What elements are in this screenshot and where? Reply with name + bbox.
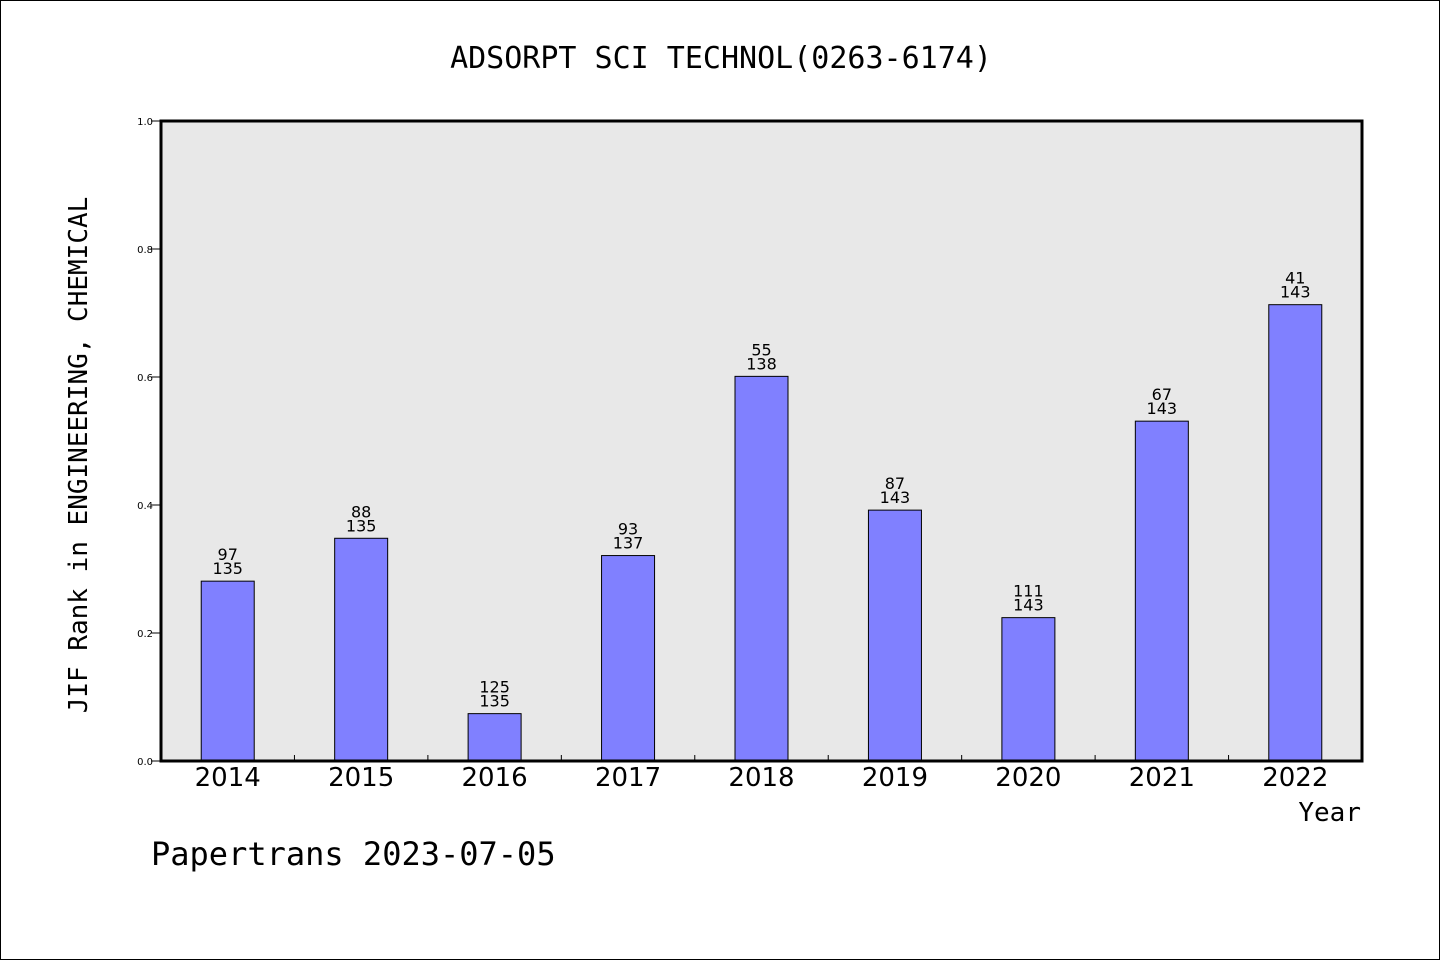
x-tick-label: 2018 [728,763,794,793]
x-tick-label: 2021 [1129,763,1195,793]
bar-total-label: 143 [1013,596,1044,615]
y-tick-label: 0.0 [137,757,153,768]
bar-rank-label: 111 [1013,582,1044,601]
bar-2021 [1134,420,1189,762]
bar-total-label: 138 [746,354,777,373]
bar-2016 [467,713,522,762]
bar-rank-label: 87 [885,474,905,493]
plot-border [159,119,1364,763]
bar-2017 [601,555,656,762]
y-axis-ticks: 0.0 0.2 0.4 0.6 0.8 1.0 [137,117,161,768]
bar-2022 [1268,304,1323,762]
bar-total-label: 135 [479,692,510,711]
chart-title: ADSORPT SCI TECHNOL(0263-6174) [450,41,992,76]
bar-rank-label: 55 [751,340,771,359]
x-tick-label: 2015 [328,763,394,793]
y-axis-label: JIF Rank in ENGINEERING, CHEMICAL [64,197,94,714]
bar-total-label: 143 [880,488,911,507]
bar-2014 [200,580,255,762]
x-tick-label: 2020 [995,763,1061,793]
bar-2020 [1001,617,1056,762]
x-axis-label: Year [1298,798,1361,828]
bar-rank-label: 97 [218,545,238,564]
y-tick-label: 0.8 [137,245,153,256]
bar-2019 [867,509,922,762]
x-tick-label: 2014 [195,763,261,793]
y-tick-label: 0.2 [137,629,153,640]
y-tick-label: 1.0 [137,117,153,128]
bar-2018 [734,375,789,762]
bar-total-label: 135 [212,559,243,578]
x-axis-ticks: 2014 2015 2016 2017 2018 2019 2020 2021 2022 [195,755,1328,793]
bar-rank-label: 67 [1152,385,1172,404]
bar-total-label: 135 [346,516,377,535]
bar-total-label: 137 [613,534,644,553]
y-tick-label: 0.4 [137,501,153,512]
bar-total-label: 143 [1280,283,1311,302]
footer-credit: Papertrans 2023-07-05 [151,835,556,873]
bar-2015 [334,537,389,762]
bar-rank-label: 93 [618,520,638,539]
bar-rank-label: 125 [479,678,510,697]
bar-rank-label: 41 [1285,269,1305,288]
x-tick-label: 2019 [862,763,928,793]
bar-total-label: 143 [1147,399,1178,418]
y-tick-label: 0.6 [137,373,153,384]
bar-rank-label: 88 [351,502,371,521]
x-tick-label: 2016 [462,763,528,793]
x-tick-label: 2022 [1262,763,1328,793]
bars-group: 9713588135125135931375513887143111143671… [200,269,1323,762]
x-tick-label: 2017 [595,763,661,793]
